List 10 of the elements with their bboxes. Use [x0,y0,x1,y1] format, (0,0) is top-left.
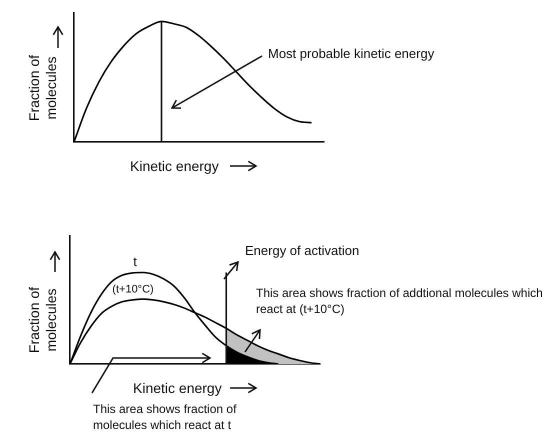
y-axis-title: Fraction of molecules [26,54,60,124]
annotation: This area shows fraction of addtional molecules which react at (t+10°C) [256,286,544,318]
y-axis-title: Fraction of molecules [26,286,60,356]
x-axis-title: Kinetic energy [133,380,222,397]
series-label: t [133,254,137,270]
x-axis-title: Kinetic energy [130,158,219,175]
annotation: Most probable kinetic energy [268,46,434,62]
text: This area shows fraction of molecules which react at t [93,402,238,434]
series-label: (t+10°C) [112,283,154,297]
text: Energy of activation [245,243,360,259]
